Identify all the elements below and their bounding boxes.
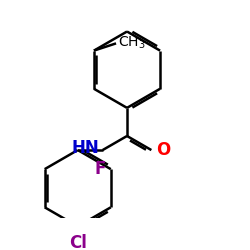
Text: F: F	[94, 160, 106, 178]
Text: Cl: Cl	[69, 234, 87, 250]
Text: HN: HN	[72, 140, 100, 158]
Text: O: O	[156, 141, 170, 159]
Text: CH$_3$: CH$_3$	[118, 34, 145, 51]
